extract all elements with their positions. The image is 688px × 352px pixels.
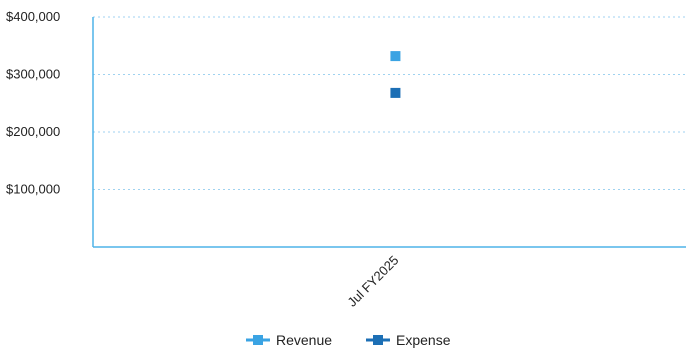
data-point-revenue-0 [390,51,401,62]
legend: Revenue Expense [246,332,451,348]
legend-marker-expense [373,335,383,345]
legend-label-revenue: Revenue [276,332,332,348]
y-tick-label-2: $200,000 [6,124,60,139]
y-tick-labels: $400,000 $300,000 $200,000 $100,000 [6,9,60,197]
data-point-expense-0 [390,87,401,98]
legend-marker-revenue [253,335,263,345]
legend-label-expense: Expense [396,332,451,348]
data-points [390,51,401,98]
x-tick-label-0: Jul FY2025 [344,253,401,310]
y-tick-label-0: $400,000 [6,9,60,24]
axes [92,17,686,248]
y-tick-label-3: $100,000 [6,182,60,197]
x-tick-labels: Jul FY2025 [344,253,401,310]
y-tick-label-1: $300,000 [6,67,60,82]
grid-lines [93,16,686,190]
